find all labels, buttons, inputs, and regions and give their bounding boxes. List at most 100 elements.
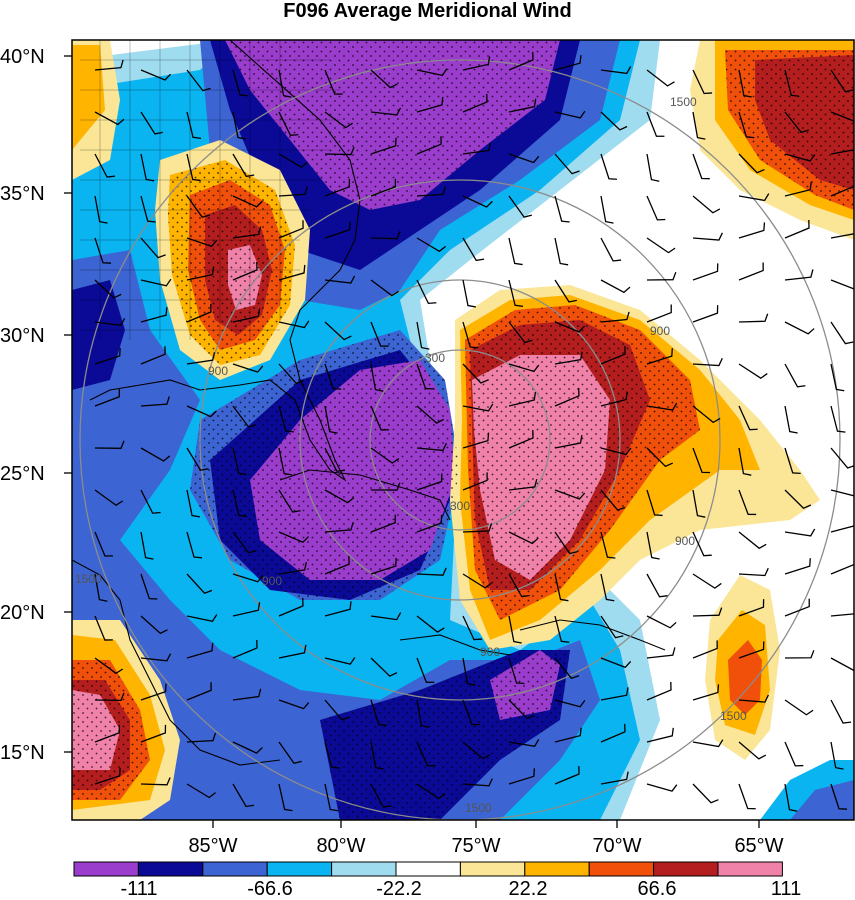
wind-barb bbox=[738, 69, 752, 98]
wind-barb bbox=[738, 262, 764, 281]
wind-barb bbox=[508, 195, 533, 218]
wind-barb bbox=[554, 489, 586, 500]
wind-barb bbox=[784, 528, 816, 537]
wind-barb bbox=[186, 489, 201, 518]
wind-barb bbox=[784, 181, 812, 197]
colorbar-swatch bbox=[202, 861, 268, 877]
wind-barb bbox=[508, 363, 540, 373]
wind-barb bbox=[278, 186, 308, 197]
wind-barb bbox=[232, 602, 261, 617]
wind-barb bbox=[324, 699, 350, 721]
significance-stipple bbox=[72, 40, 854, 820]
wind-barb bbox=[646, 783, 678, 792]
wind-barb bbox=[830, 525, 854, 533]
wind-barb bbox=[94, 111, 125, 126]
wind-barb bbox=[784, 447, 801, 475]
colorbar-swatch bbox=[395, 861, 461, 877]
wind-barb bbox=[140, 724, 167, 743]
wind-barb bbox=[508, 51, 534, 71]
wind-barb bbox=[416, 741, 436, 767]
wind-barb bbox=[140, 237, 166, 259]
plot-frame bbox=[71, 39, 855, 821]
wind-barb bbox=[554, 55, 582, 71]
contour-label: 1500 bbox=[465, 801, 492, 815]
wind-barb bbox=[324, 363, 342, 390]
wind-barb bbox=[508, 98, 537, 113]
wind-barb bbox=[370, 612, 402, 621]
wind-barb bbox=[554, 615, 570, 643]
wind-barb bbox=[140, 531, 154, 560]
x-tick-label: 85°W bbox=[188, 835, 237, 857]
wind-barb bbox=[600, 66, 632, 75]
wind-barb bbox=[784, 741, 804, 767]
wind-barb bbox=[462, 778, 493, 787]
wind-barb bbox=[186, 614, 218, 622]
wind-barb bbox=[416, 515, 443, 533]
wind-barb bbox=[462, 657, 476, 686]
wind-barb bbox=[738, 694, 769, 703]
wind-barb bbox=[692, 153, 710, 180]
wind-barb bbox=[600, 573, 615, 602]
x-tick-label: 80°W bbox=[316, 835, 365, 857]
wind-barb bbox=[646, 271, 677, 281]
wind-barb bbox=[186, 352, 216, 365]
wind-barb bbox=[324, 489, 355, 504]
colorbar-swatch bbox=[653, 861, 719, 877]
wind-barb bbox=[600, 657, 632, 669]
wind-barb bbox=[462, 432, 490, 449]
wind-barb bbox=[508, 391, 537, 407]
wind-barb bbox=[140, 153, 155, 182]
wind-barb bbox=[646, 69, 675, 87]
wind-barb bbox=[462, 573, 492, 589]
wind-barb bbox=[784, 558, 811, 575]
wind-barb bbox=[416, 473, 443, 491]
wind-barb bbox=[186, 642, 214, 659]
colorbar-swatch bbox=[73, 861, 139, 877]
wind-barb bbox=[830, 149, 854, 155]
wind-barb bbox=[278, 699, 310, 710]
contour-label: 1500 bbox=[670, 95, 697, 109]
wind-barb bbox=[600, 153, 617, 180]
wind-barb bbox=[784, 153, 816, 162]
wind-barb bbox=[738, 111, 755, 139]
contour-label: 300 bbox=[450, 499, 470, 513]
colorbar-labels: -111 -66.6 -22.2 22.2 66.6 111 bbox=[120, 878, 801, 900]
wind-barb bbox=[508, 699, 535, 720]
wind-barb bbox=[278, 264, 306, 281]
wind-barb bbox=[278, 489, 301, 513]
wind-barb bbox=[324, 405, 338, 434]
wind-barb bbox=[508, 739, 540, 747]
wind-barb bbox=[738, 741, 767, 760]
wind-barb bbox=[738, 153, 765, 174]
wind-barb bbox=[370, 321, 389, 347]
contour-labels: 1500 900 300 300 900 900 900 1500 1500 1… bbox=[75, 95, 747, 815]
wind-barb bbox=[646, 111, 665, 137]
wind-barb bbox=[140, 615, 168, 635]
wind-barb bbox=[462, 321, 479, 349]
wind-barb bbox=[462, 93, 488, 113]
wind-barb bbox=[232, 69, 249, 97]
wind-barb bbox=[140, 489, 161, 514]
colorbar-swatch bbox=[266, 861, 333, 877]
wind-barb bbox=[94, 237, 112, 264]
wind-barb bbox=[232, 153, 255, 178]
y-tick-label: 15°N bbox=[0, 742, 45, 764]
wind-barb bbox=[140, 653, 172, 662]
wind-barb bbox=[554, 153, 580, 175]
ese-redorange-region bbox=[728, 640, 762, 715]
wind-barb bbox=[370, 514, 396, 533]
wind-barb bbox=[830, 233, 854, 239]
wind-barb bbox=[186, 682, 212, 701]
wind-barb bbox=[94, 767, 121, 785]
wind-barb bbox=[324, 69, 343, 95]
wind-barb bbox=[830, 185, 854, 197]
wind-barb bbox=[646, 615, 677, 629]
wind-barb bbox=[416, 442, 448, 452]
wind-barb bbox=[370, 178, 397, 197]
wind-barb bbox=[186, 303, 212, 323]
wind-barb bbox=[784, 321, 815, 335]
wind-barb bbox=[646, 237, 676, 254]
se-corner-blue-region bbox=[790, 780, 854, 820]
x-tick-labels: 85°W 80°W 75°W 70°W 65°W bbox=[188, 835, 783, 857]
